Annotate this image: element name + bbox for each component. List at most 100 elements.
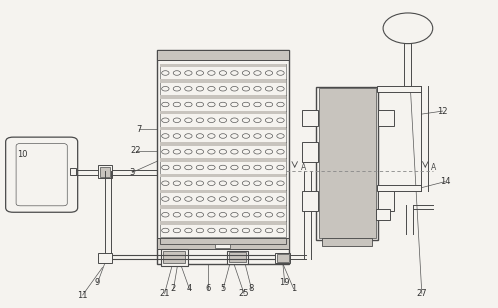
Bar (157, 50, 289, 60)
Circle shape (219, 197, 227, 201)
Circle shape (242, 149, 249, 154)
Bar (70, 168, 76, 175)
Bar (98, 253, 113, 262)
Circle shape (277, 102, 284, 107)
Bar (160, 63, 286, 79)
Circle shape (173, 87, 181, 91)
Circle shape (208, 149, 215, 154)
Bar (160, 249, 188, 266)
Circle shape (208, 134, 215, 138)
Circle shape (219, 213, 227, 217)
Circle shape (162, 87, 169, 91)
Circle shape (231, 87, 238, 91)
Circle shape (196, 134, 204, 138)
Text: 8: 8 (249, 284, 254, 294)
Text: 5: 5 (221, 284, 226, 294)
Bar (160, 111, 286, 114)
Text: 19: 19 (279, 278, 290, 287)
Circle shape (162, 213, 169, 217)
Text: 12: 12 (437, 107, 448, 116)
Circle shape (173, 71, 181, 75)
Bar (157, 50, 289, 264)
Text: 6: 6 (206, 284, 211, 294)
Bar (160, 142, 286, 158)
Circle shape (196, 118, 204, 123)
Circle shape (231, 213, 238, 217)
Bar (160, 205, 286, 221)
Circle shape (242, 134, 249, 138)
Bar (378, 110, 394, 126)
Circle shape (173, 149, 181, 154)
Circle shape (242, 102, 249, 107)
Text: A: A (431, 163, 437, 172)
Circle shape (277, 71, 284, 75)
Circle shape (185, 165, 192, 170)
Circle shape (265, 87, 273, 91)
Text: 9: 9 (95, 278, 100, 287)
Bar (160, 127, 286, 142)
Circle shape (265, 228, 273, 233)
Bar (163, 251, 185, 263)
Bar (160, 221, 286, 237)
Circle shape (162, 228, 169, 233)
Circle shape (208, 118, 215, 123)
Bar (157, 238, 289, 249)
Circle shape (265, 165, 273, 170)
Circle shape (231, 149, 238, 154)
Circle shape (219, 71, 227, 75)
Bar (302, 142, 318, 162)
Circle shape (185, 213, 192, 217)
Circle shape (196, 87, 204, 91)
Circle shape (277, 213, 284, 217)
Circle shape (208, 165, 215, 170)
Bar (160, 221, 286, 225)
Circle shape (254, 197, 261, 201)
Bar (160, 142, 286, 146)
Bar (160, 205, 286, 209)
Circle shape (196, 181, 204, 185)
Circle shape (254, 165, 261, 170)
Circle shape (242, 87, 249, 91)
Bar (378, 191, 394, 211)
Bar (229, 252, 246, 262)
Bar (160, 174, 286, 177)
Circle shape (231, 134, 238, 138)
Text: 1: 1 (291, 284, 296, 294)
Bar (277, 254, 289, 261)
Bar (215, 244, 230, 249)
Bar (323, 238, 372, 246)
Bar (160, 189, 286, 193)
Circle shape (231, 165, 238, 170)
Circle shape (185, 102, 192, 107)
Bar (160, 79, 286, 95)
Bar (375, 209, 389, 220)
Circle shape (231, 197, 238, 201)
Circle shape (185, 149, 192, 154)
Circle shape (185, 118, 192, 123)
Circle shape (254, 71, 261, 75)
Circle shape (208, 181, 215, 185)
Circle shape (173, 118, 181, 123)
Circle shape (231, 71, 238, 75)
Circle shape (219, 87, 227, 91)
Circle shape (219, 149, 227, 154)
Bar (160, 238, 286, 245)
Circle shape (196, 197, 204, 201)
Text: 25: 25 (239, 289, 249, 298)
Circle shape (231, 181, 238, 185)
Bar (376, 86, 421, 92)
Circle shape (173, 228, 181, 233)
Circle shape (173, 213, 181, 217)
Circle shape (162, 118, 169, 123)
Circle shape (265, 102, 273, 107)
Circle shape (242, 181, 249, 185)
Bar (160, 158, 286, 161)
Circle shape (208, 228, 215, 233)
Bar (160, 158, 286, 174)
Circle shape (173, 197, 181, 201)
Bar (160, 111, 286, 127)
Circle shape (254, 228, 261, 233)
Circle shape (173, 181, 181, 185)
Bar (302, 110, 318, 126)
Circle shape (219, 102, 227, 107)
